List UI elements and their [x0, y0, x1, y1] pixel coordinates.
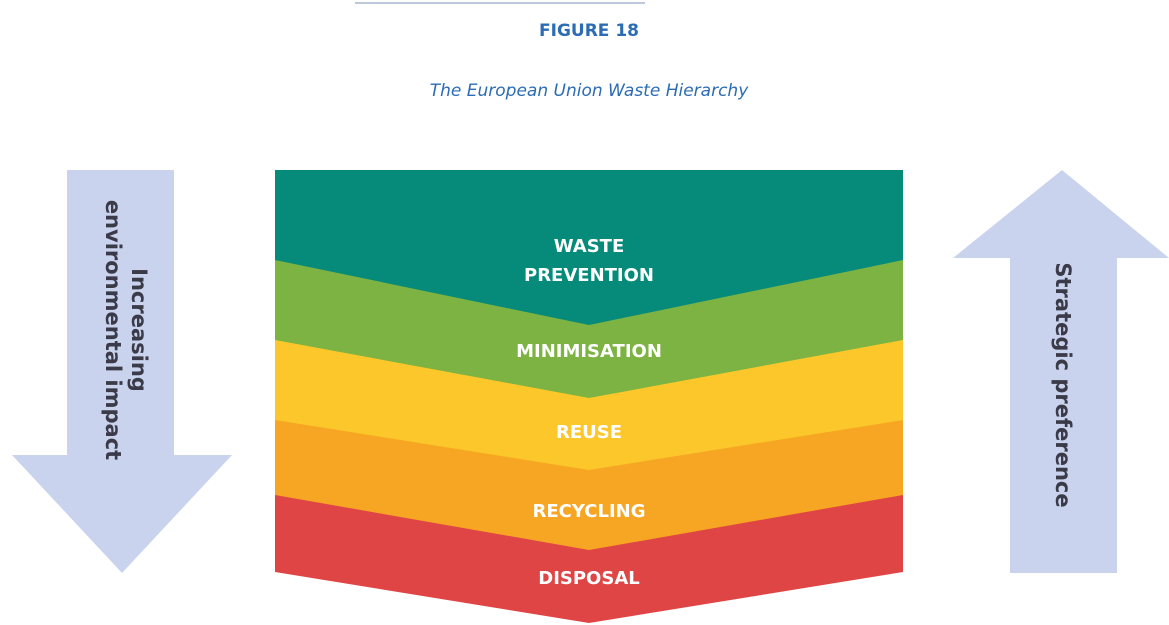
layer-label: MINIMISATION [516, 341, 662, 362]
left-arrow-label: Increasing environmental impact [101, 200, 151, 460]
arrow-text: Strategic preference [1051, 262, 1075, 507]
layer-label: REUSE [556, 422, 622, 443]
hierarchy: WASTE PREVENTION MINIMISATION REUSE RECYCLIN… [275, 170, 903, 623]
up-arrow [953, 170, 1169, 573]
hierarchy-layer [275, 170, 903, 325]
figure-title: The European Union Waste Hierarchy [430, 81, 749, 101]
arrow-text-line: environmental impact [101, 200, 125, 460]
down-arrow [12, 170, 232, 573]
layer-label: DISPOSAL [538, 568, 639, 589]
figure-label: FIGURE 18 [539, 21, 639, 41]
layer-label: RECYCLING [533, 501, 646, 522]
arrow-text-line: Increasing [127, 268, 151, 392]
right-arrow-label: Strategic preference [1051, 262, 1075, 507]
layer-label: WASTE [554, 236, 625, 257]
layer-label: PREVENTION [524, 265, 654, 286]
